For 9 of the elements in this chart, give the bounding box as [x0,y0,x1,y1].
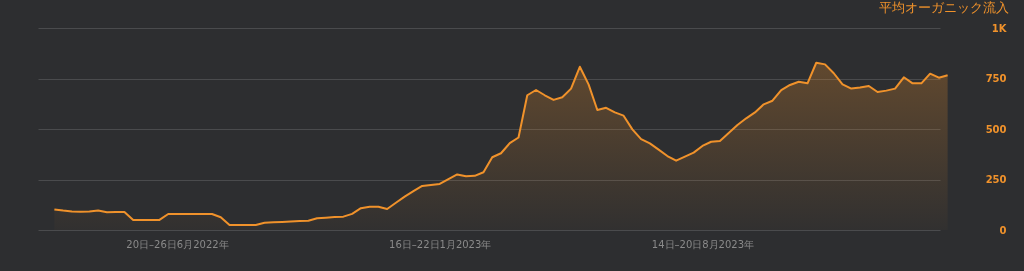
y-tick-label: 1K [991,22,1008,34]
y-tick-label: 250 [985,174,1007,185]
y-axis-title: 平均オーガニック流入 [878,0,1009,15]
x-tick-label: 16日–22日1月2023年 [389,238,492,250]
y-tick-label: 0 [999,224,1007,236]
y-tick-label: 500 [985,123,1007,135]
x-tick-label: 20日–26日6月2022年 [126,238,229,250]
y-tick-label: 750 [985,73,1007,84]
x-tick-label: 14日–20日8月2023年 [651,238,755,250]
